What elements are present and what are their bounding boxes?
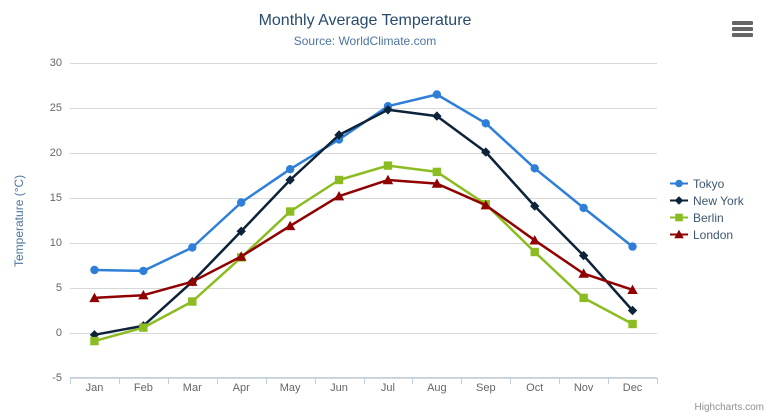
x-axis-label-jun: Jun [330, 382, 348, 394]
x-axis-label-may: May [279, 382, 301, 394]
legend-item-tokyo[interactable]: Tokyo [670, 175, 744, 192]
y-axis-label-25: 25 [49, 102, 62, 114]
legend-item-berlin[interactable]: Berlin [670, 209, 744, 226]
series-line-berlin [93, 164, 634, 343]
legend-item-new-york[interactable]: New York [670, 192, 744, 209]
chart-title: Monthly Average Temperature [258, 12, 472, 29]
y-axis-label-20: 20 [49, 147, 62, 159]
x-axis-label-nov: Nov [573, 382, 594, 394]
y-axis-label-5: 5 [55, 282, 62, 294]
credit-link[interactable]: Highcharts.com [694, 402, 764, 413]
x-axis-label-aug: Aug [427, 382, 447, 394]
x-axis-label-mar: Mar [182, 382, 202, 394]
legend-label: Berlin [693, 210, 724, 225]
y-axis-label-30: 30 [49, 57, 62, 69]
y-axis-label--5: -5 [52, 372, 62, 384]
series-line-new-york [93, 108, 634, 337]
y-axis-label-10: 10 [49, 237, 62, 249]
x-axis-label-jul: Jul [380, 382, 395, 394]
y-axis-label-15: 15 [49, 192, 62, 204]
legend-label: New York [693, 193, 744, 208]
legend-marker-diamond-icon [670, 196, 688, 205]
hamburger-menu-icon[interactable] [732, 21, 753, 37]
x-axis-label-sep: Sep [475, 382, 496, 394]
legend: Tokyo New York Berlin London [670, 175, 744, 243]
chart-subtitle: Source: WorldClimate.com [293, 34, 437, 48]
legend-marker-circle-icon [670, 179, 688, 188]
y-axis-label-0: 0 [55, 327, 62, 339]
legend-label: London [693, 227, 734, 242]
x-axis-label-dec: Dec [622, 382, 643, 394]
x-axis-label-oct: Oct [526, 382, 544, 394]
chart-header: Monthly Average Temperature Source: Worl… [0, 12, 730, 48]
plot-area [70, 63, 658, 384]
series-line-tokyo [93, 93, 634, 273]
legend-marker-triangle-up-icon [670, 229, 688, 239]
x-axis-label-apr: Apr [232, 382, 250, 394]
legend-item-london[interactable]: London [670, 226, 744, 243]
x-axis-label-jan: Jan [85, 382, 104, 394]
legend-label: Tokyo [693, 176, 725, 191]
legend-marker-square-icon [670, 213, 688, 222]
series-line-london [93, 178, 634, 300]
x-axis-label-feb: Feb [133, 382, 153, 394]
chart-svg [70, 63, 658, 384]
